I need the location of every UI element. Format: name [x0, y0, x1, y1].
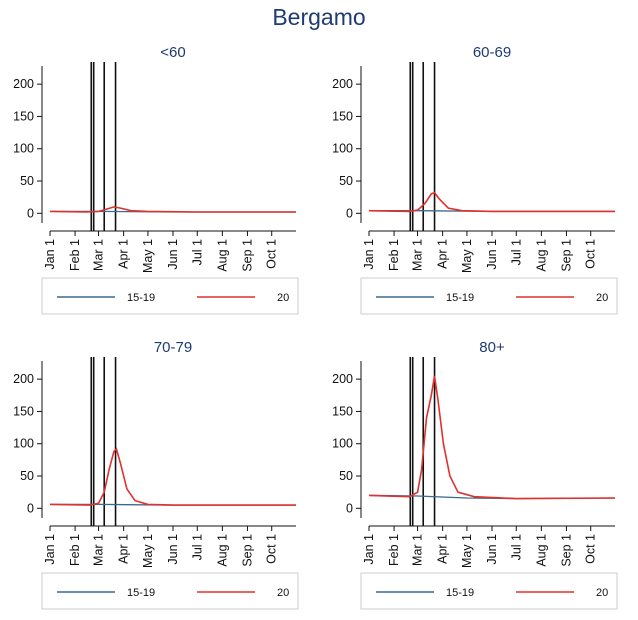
x-tick-label: May 1: [460, 239, 474, 273]
series-line-2020: [49, 447, 296, 506]
x-tick-label: Jan 1: [362, 239, 376, 270]
panel-title: 80+: [479, 339, 505, 356]
y-tick-label: 0: [27, 501, 34, 515]
y-tick-label: 150: [13, 109, 34, 123]
x-tick-label: May 1: [141, 534, 155, 568]
y-tick-label: 150: [332, 404, 353, 418]
series-line-2020: [368, 375, 616, 500]
x-tick-label: Jun 1: [485, 534, 499, 565]
x-tick-label: Feb 1: [387, 239, 401, 271]
legend: 15-19 20: [41, 277, 299, 315]
x-tick-label: Jan 1: [362, 534, 376, 565]
x-tick-label: Feb 1: [68, 534, 82, 566]
y-tick-label: 100: [13, 437, 34, 451]
x-tick-label: Apr 1: [117, 534, 131, 564]
panel-title: 60-69: [473, 44, 511, 61]
legend: 15-19 20: [360, 277, 618, 315]
legend-label-baseline: 15-19: [127, 587, 155, 599]
y-tick-label: 150: [332, 109, 353, 123]
x-tick-label: Oct 1: [584, 239, 598, 269]
x-tick-label: Oct 1: [265, 534, 279, 564]
legend: 15-19 20: [41, 572, 299, 610]
x-tick-label: Apr 1: [436, 534, 450, 564]
legend-label-baseline: 15-19: [446, 587, 474, 599]
y-tick-label: 0: [346, 206, 353, 220]
x-tick-label: Jun 1: [485, 239, 499, 270]
y-tick-label: 100: [13, 142, 34, 156]
x-tick-label: Aug 1: [215, 239, 229, 272]
x-tick-label: Jan 1: [43, 534, 57, 565]
legend-label-2020: 20: [596, 587, 608, 599]
x-tick-label: Oct 1: [584, 534, 598, 564]
x-tick-label: May 1: [460, 534, 474, 568]
y-tick-label: 150: [13, 404, 34, 418]
chart-panel-80-plus: 80+ 0 50 100 150 200 Jan 1 Feb 1 Mar 1 Apr 1 May 1…: [332, 339, 618, 610]
legend-label-baseline: 15-19: [446, 292, 474, 304]
legend-label-2020: 20: [277, 587, 289, 599]
x-tick-label: Aug 1: [215, 534, 229, 567]
x-tick-label: Mar 1: [411, 534, 425, 566]
y-tick-label: 50: [20, 469, 34, 483]
legend-label-2020: 20: [277, 292, 289, 304]
y-tick-label: 200: [13, 77, 34, 91]
chart-panel-70-79: 70-79 0 50 100 150 200 Jan 1 Feb 1 Mar 1 Apr 1 May…: [13, 339, 299, 610]
x-tick-label: Sep 1: [559, 239, 573, 272]
y-tick-label: 50: [20, 174, 34, 188]
x-tick-label: Apr 1: [436, 239, 450, 269]
y-tick-label: 200: [13, 372, 34, 386]
series-line-2020: [49, 206, 296, 213]
panel-title: <60: [160, 44, 185, 61]
x-tick-label: Feb 1: [68, 239, 82, 271]
x-tick-label: Mar 1: [92, 534, 106, 566]
x-tick-label: Mar 1: [92, 239, 106, 271]
x-tick-label: Sep 1: [559, 534, 573, 567]
x-tick-label: Jun 1: [166, 534, 180, 565]
y-tick-label: 100: [332, 437, 353, 451]
legend: 15-19 20: [360, 572, 618, 610]
y-tick-label: 200: [332, 77, 353, 91]
legend-box: [41, 277, 299, 315]
y-tick-label: 50: [339, 469, 353, 483]
x-tick-label: Oct 1: [265, 239, 279, 269]
panel-title: 70-79: [154, 339, 192, 356]
y-tick-label: 50: [339, 174, 353, 188]
x-tick-label: Jul 1: [509, 534, 523, 560]
x-tick-label: Jul 1: [190, 534, 204, 560]
series-line-2020: [368, 191, 615, 213]
x-tick-label: Jul 1: [509, 239, 523, 265]
x-tick-label: Aug 1: [534, 534, 548, 567]
y-tick-label: 100: [332, 142, 353, 156]
y-tick-label: 200: [332, 372, 353, 386]
figure-title: Bergamo: [272, 4, 366, 30]
legend-box: [360, 572, 618, 610]
legend-box: [360, 277, 618, 315]
legend-box: [41, 572, 299, 610]
x-tick-label: Sep 1: [240, 534, 254, 567]
y-tick-label: 0: [346, 501, 353, 515]
chart-panel-60-69: 60-69 0 50 100 150 200 Jan 1 Feb 1 Mar 1 Apr 1 May…: [332, 44, 618, 315]
legend-label-2020: 20: [596, 292, 608, 304]
legend-label-baseline: 15-19: [127, 292, 155, 304]
chart-panel-under-60: <60 0 50 100 150 200 Jan 1 Feb 1 Mar 1 Apr 1 May 1…: [13, 44, 299, 315]
x-tick-label: Jul 1: [190, 239, 204, 265]
x-tick-label: Jun 1: [166, 239, 180, 270]
y-tick-label: 0: [27, 206, 34, 220]
x-tick-label: Apr 1: [117, 239, 131, 269]
x-tick-label: Mar 1: [411, 239, 425, 271]
x-tick-label: May 1: [141, 239, 155, 273]
x-tick-label: Feb 1: [387, 534, 401, 566]
x-tick-label: Aug 1: [534, 239, 548, 272]
x-tick-label: Sep 1: [240, 239, 254, 272]
x-tick-label: Jan 1: [43, 239, 57, 270]
